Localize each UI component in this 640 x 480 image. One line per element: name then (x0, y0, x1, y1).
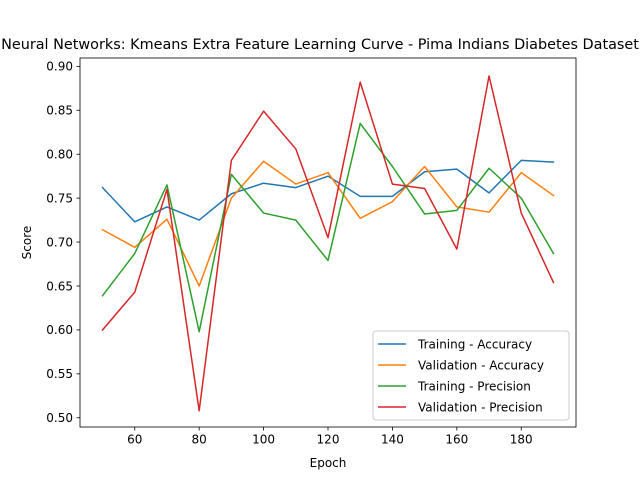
y-tick-label: 0.90 (46, 60, 73, 74)
series-line-1 (101, 159, 555, 223)
chart-title: Neural Networks: Kmeans Extra Feature Le… (1, 37, 639, 53)
x-tick-label: 100 (252, 433, 275, 447)
y-tick-label: 0.65 (46, 279, 73, 293)
y-axis: 0.50 0.55 0.60 0.65 0.70 0.75 0.80 0.85 0.90 (46, 60, 80, 425)
legend-label-3: Training - Precision (417, 380, 531, 394)
x-tick-label: 120 (317, 433, 340, 447)
legend-box (372, 330, 570, 421)
y-tick-label: 0.55 (46, 367, 73, 381)
y-tick-label: 0.50 (46, 411, 73, 425)
legend-label-2: Validation - Accuracy (418, 359, 544, 373)
series-line-4 (101, 75, 555, 412)
legend-label-1: Training - Accuracy (417, 338, 532, 352)
x-tick-label: 60 (127, 433, 142, 447)
x-tick-label: 80 (192, 433, 207, 447)
series-line-2 (101, 160, 555, 287)
y-tick-label: 0.70 (46, 235, 73, 249)
legend-label-4: Validation - Precision (418, 401, 543, 415)
series-line-3 (101, 122, 555, 333)
x-axis-label: Epoch (310, 456, 347, 470)
x-tick-label: 160 (445, 433, 468, 447)
y-tick-label: 0.75 (46, 191, 73, 205)
y-tick-label: 0.60 (46, 323, 73, 337)
y-axis-label: Score (20, 226, 34, 260)
plot-area (79, 57, 577, 428)
x-axis: 60 80 100 120 140 160 180 (127, 427, 533, 447)
y-tick-label: 0.85 (46, 104, 73, 118)
y-tick-label: 0.80 (46, 148, 73, 162)
x-tick-label: 180 (510, 433, 533, 447)
series-layer (101, 75, 555, 412)
legend: Training - Accuracy Validation - Accuracy… (372, 330, 570, 421)
x-tick-label: 140 (381, 433, 404, 447)
